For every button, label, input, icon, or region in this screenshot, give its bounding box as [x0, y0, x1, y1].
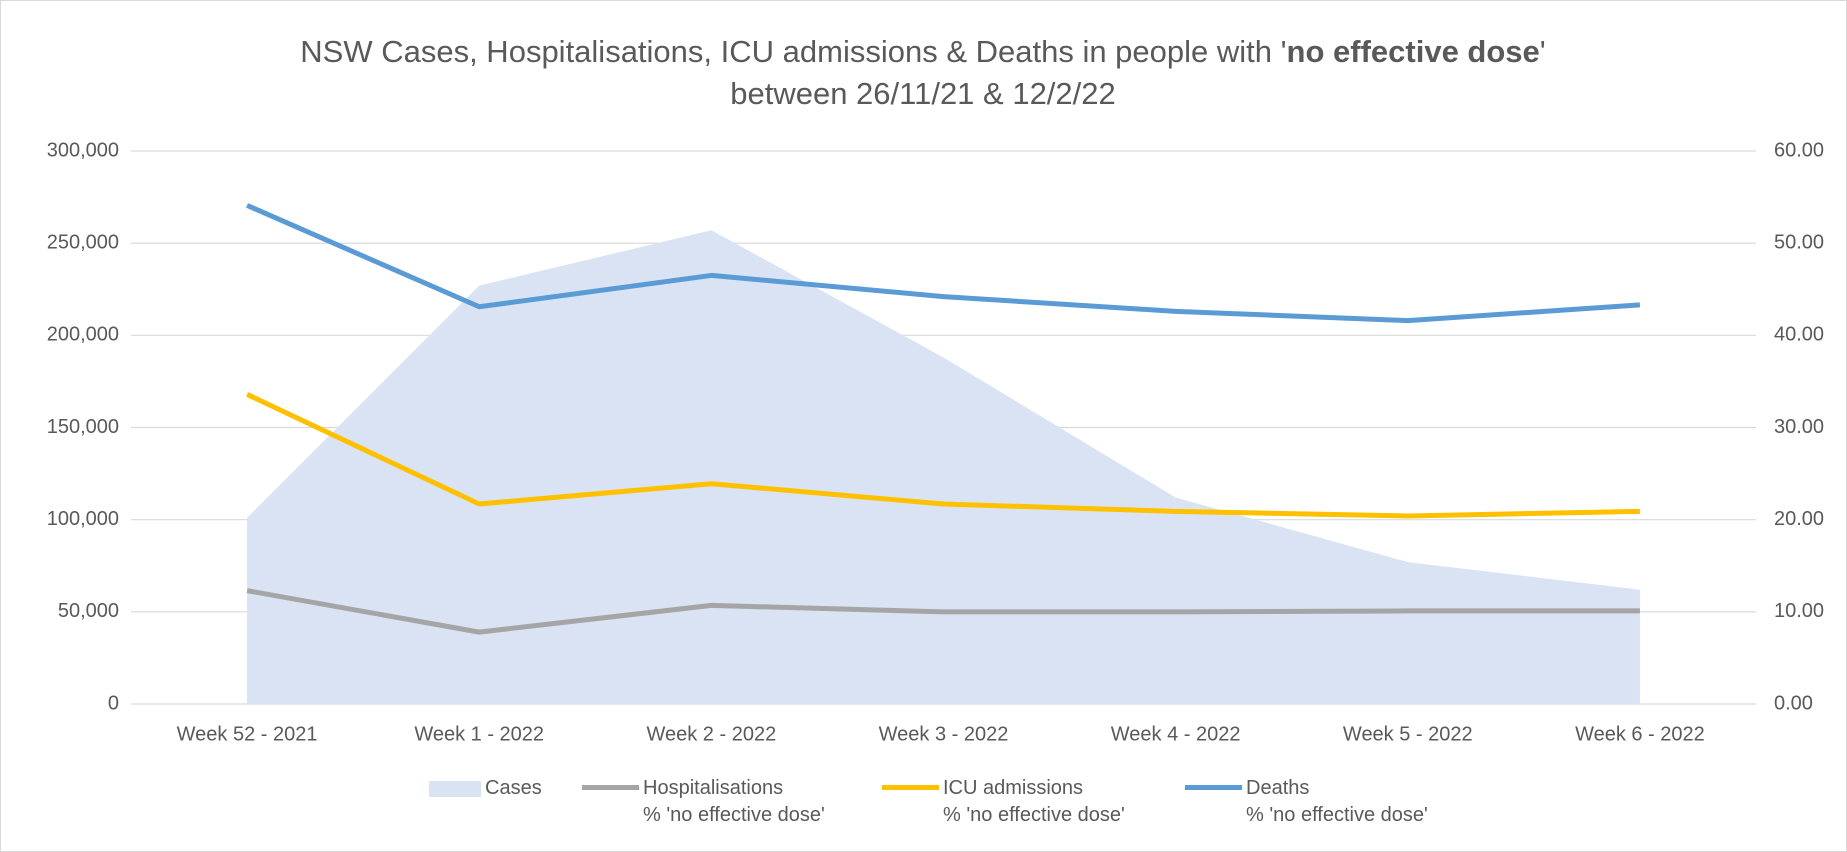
y2-tick-label: 60.00 — [1774, 139, 1824, 161]
y2-tick-label: 10.00 — [1774, 600, 1824, 622]
legend: Cases Hospitalisations % 'no effective do… — [1, 775, 1847, 835]
y-tick-label: 250,000 — [47, 231, 119, 253]
title-part: no effective dose — [1287, 34, 1540, 69]
legend-label: ICU admissions % 'no effective dose' — [943, 777, 1125, 826]
line — [246, 588, 1640, 635]
legend-swatch — [882, 785, 939, 790]
legend-label: Hospitalisations % 'no effective dose' — [643, 777, 825, 826]
area — [247, 230, 1640, 704]
chart-subtitle: between 26/11/21 & 12/2/22 — [730, 76, 1116, 111]
line — [246, 203, 1641, 324]
y-tick-label: 150,000 — [47, 416, 119, 438]
y2-tick-label: 20.00 — [1774, 508, 1824, 530]
legend-item: Deaths % 'no effective dose' — [1185, 775, 1428, 829]
x-tick-label: Week 4 - 2022 — [1111, 723, 1241, 745]
x-tick-label: Week 5 - 2022 — [1343, 723, 1473, 745]
y2-tick-label: 30.00 — [1774, 416, 1824, 438]
y-tick-label: 50,000 — [58, 600, 119, 622]
y-tick-label: 200,000 — [47, 324, 119, 346]
legend-label: Deaths % 'no effective dose' — [1246, 777, 1428, 826]
chart-title: NSW Cases, Hospitalisations, ICU admissi… — [300, 34, 1545, 69]
y2-tick-label: 0.00 — [1774, 692, 1813, 714]
legend-label: Cases — [485, 777, 542, 799]
y-tick-label: 100,000 — [47, 508, 119, 530]
x-tick-label: Week 2 - 2022 — [646, 723, 776, 745]
line — [246, 392, 1640, 519]
legend-swatch — [582, 785, 639, 790]
x-tick-label: Week 3 - 2022 — [879, 723, 1009, 745]
y2-tick-label: 50.00 — [1774, 231, 1824, 253]
y2-tick-label: 40.00 — [1774, 324, 1824, 346]
legend-swatch — [429, 781, 481, 797]
x-tick-label: Week 6 - 2022 — [1575, 723, 1705, 745]
x-tick-label: Week 52 - 2021 — [177, 723, 318, 745]
y-tick-label: 0 — [108, 692, 119, 714]
y-tick-label: 300,000 — [47, 139, 119, 161]
legend-item: ICU admissions % 'no effective dose' — [882, 775, 1125, 829]
x-tick-label: Week 1 - 2022 — [414, 723, 544, 745]
title-part: NSW Cases, Hospitalisations, ICU admissi… — [300, 34, 1286, 69]
title-part: ' — [1540, 34, 1546, 69]
legend-item: Hospitalisations % 'no effective dose' — [582, 775, 825, 829]
legend-swatch — [1185, 785, 1242, 790]
legend-item: Cases — [429, 775, 542, 802]
